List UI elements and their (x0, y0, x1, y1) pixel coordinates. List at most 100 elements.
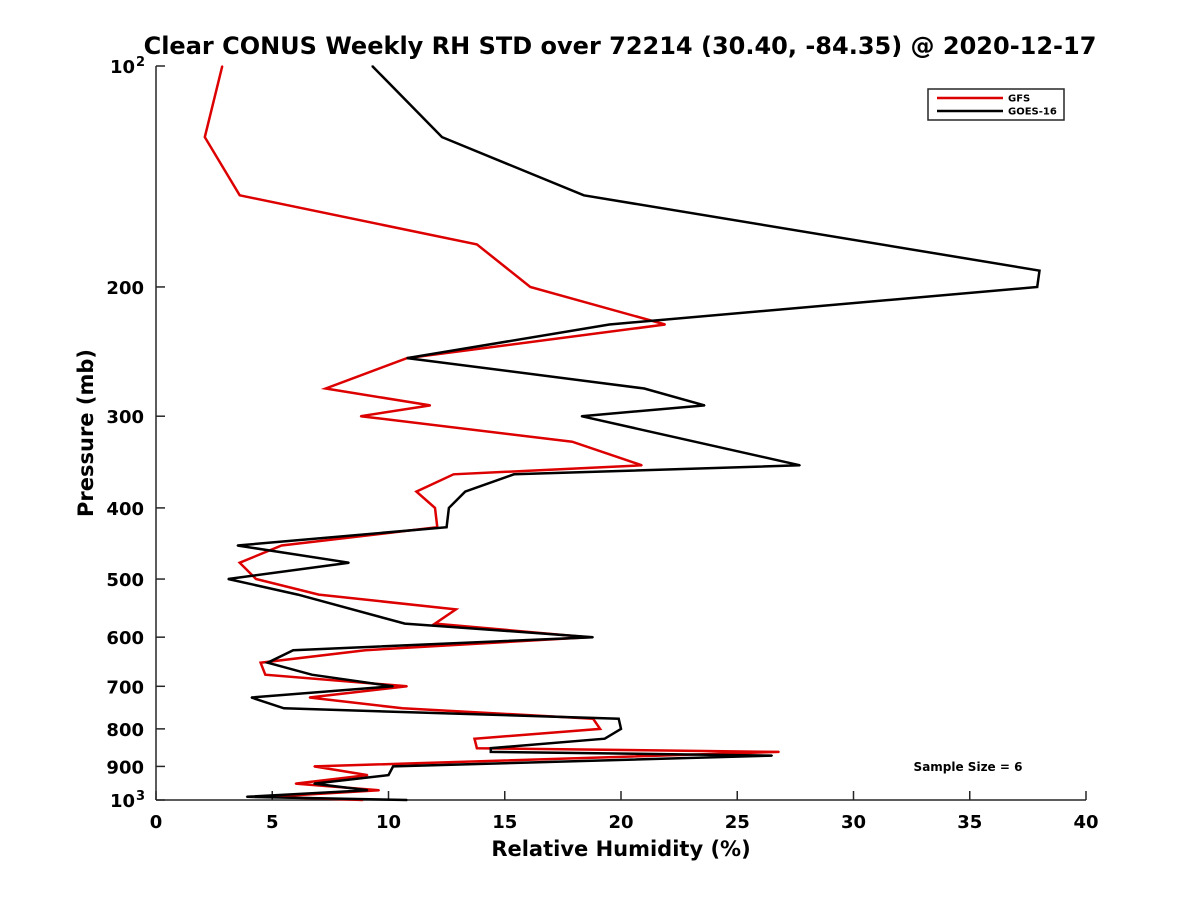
data-point-goes16 (445, 526, 448, 529)
y-tick-label: 800 (106, 720, 144, 741)
data-point-goes16 (236, 544, 239, 547)
data-point-gfs (238, 194, 241, 197)
sample-size-annotation: Sample Size = 6 (914, 760, 1023, 774)
y-tick-label: 300 (106, 407, 144, 428)
data-point-goes16 (513, 473, 515, 476)
data-point-gfs (364, 649, 367, 651)
y-tick-label: 400 (106, 499, 144, 520)
x-tick-label: 25 (725, 812, 750, 833)
y-tick-label: 500 (106, 570, 144, 591)
data-point-gfs (664, 323, 666, 326)
data-point-gfs (308, 696, 311, 699)
data-point-goes16 (366, 789, 369, 792)
data-point-gfs (476, 243, 478, 246)
x-tick-label: 20 (608, 812, 633, 833)
series-line-gfs (203, 65, 780, 802)
data-point-goes16 (464, 490, 467, 493)
data-point-gfs (238, 561, 241, 564)
data-point-goes16 (403, 622, 406, 625)
x-tick-label: 15 (492, 812, 517, 833)
data-point-goes16 (406, 357, 408, 359)
x-tick-label: 0 (150, 812, 163, 833)
data-point-gfs (406, 685, 408, 688)
data-point-goes16 (592, 636, 594, 638)
data-point-gfs (294, 782, 297, 785)
data-point-gfs (204, 136, 206, 138)
data-point-gfs (317, 593, 320, 596)
data-point-gfs (429, 404, 432, 407)
data-point-goes16 (245, 795, 248, 798)
data-point-gfs (359, 415, 362, 418)
series-layer (203, 65, 1041, 802)
data-point-gfs (378, 789, 381, 792)
data-point-goes16 (448, 507, 450, 509)
data-point-goes16 (643, 387, 646, 390)
data-point-goes16 (1036, 286, 1038, 288)
data-point-gfs (255, 578, 257, 580)
data-point-goes16 (250, 696, 253, 699)
y-tick-label: 200 (106, 278, 144, 299)
data-point-goes16 (617, 717, 620, 720)
x-tick-label: 35 (957, 812, 982, 833)
data-point-gfs (324, 387, 327, 390)
data-point-goes16 (310, 673, 313, 676)
x-tick-label: 10 (376, 812, 401, 833)
data-point-goes16 (392, 765, 394, 768)
data-point-gfs (778, 751, 780, 753)
data-point-goes16 (583, 194, 585, 197)
x-tick-label: 5 (266, 812, 279, 833)
data-point-gfs (221, 65, 224, 67)
data-point-gfs (599, 728, 601, 730)
legend-label-gfs: GFS (1008, 94, 1030, 105)
data-point-goes16 (371, 65, 374, 67)
data-point-gfs (264, 673, 267, 676)
data-point-goes16 (490, 751, 492, 753)
data-point-goes16 (771, 754, 773, 757)
data-point-gfs (476, 747, 478, 749)
data-point-goes16 (799, 464, 801, 467)
data-point-gfs (473, 737, 476, 740)
x-tick-label: 30 (841, 812, 866, 833)
data-point-goes16 (348, 561, 350, 564)
data-point-gfs (415, 490, 418, 493)
data-point-goes16 (227, 578, 229, 580)
data-point-goes16 (406, 799, 408, 801)
data-point-goes16 (608, 323, 611, 326)
data-point-goes16 (620, 728, 622, 730)
x-axis-ticks: 0 5 10 15 20 25 30 35 40 (150, 791, 1099, 833)
data-point-gfs (434, 622, 436, 625)
y-tick-label: 600 (106, 628, 144, 649)
data-point-goes16 (703, 404, 706, 407)
data-point-goes16 (1038, 269, 1041, 272)
data-point-gfs (259, 661, 262, 664)
x-axis-label: Relative Humidity (%) (491, 837, 750, 861)
data-point-gfs (641, 464, 643, 467)
y-tick-exponent: 2 (136, 55, 145, 70)
y-tick-label: 700 (106, 677, 144, 698)
data-point-goes16 (313, 782, 315, 785)
data-point-gfs (401, 707, 404, 710)
data-point-gfs (455, 608, 457, 611)
y-tick-exponent: 3 (136, 789, 145, 804)
y-tick-label: 10 (110, 791, 135, 812)
data-point-goes16 (387, 774, 390, 776)
data-point-goes16 (580, 415, 583, 418)
y-tick-label: 10 (110, 57, 135, 78)
legend-label-goes16: GOES-16 (1008, 107, 1057, 118)
data-point-goes16 (603, 737, 606, 740)
plot-area (156, 66, 1086, 800)
legend: GFS GOES-16 (927, 88, 1065, 121)
data-point-goes16 (392, 685, 394, 688)
data-point-gfs (529, 286, 532, 288)
data-point-gfs (280, 544, 283, 547)
data-point-goes16 (283, 707, 285, 710)
data-point-gfs (452, 473, 455, 476)
data-point-gfs (571, 440, 573, 443)
legend-box (927, 88, 1065, 121)
data-point-gfs (434, 507, 436, 509)
data-point-gfs (313, 765, 315, 768)
chart-title: Clear CONUS Weekly RH STD over 72214 (30… (144, 32, 1097, 60)
y-tick-label: 900 (106, 757, 144, 778)
